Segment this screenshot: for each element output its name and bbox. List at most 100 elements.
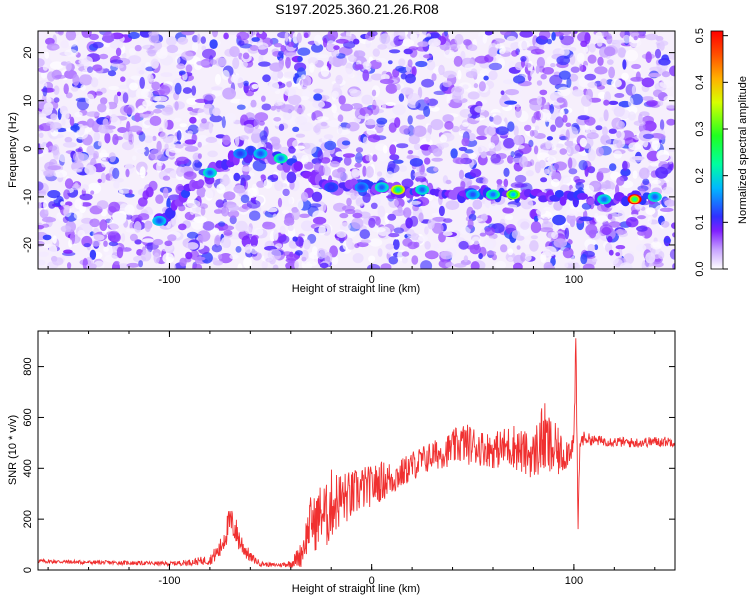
noise-blob — [598, 91, 606, 99]
noise-blob — [87, 66, 93, 73]
noise-blob — [250, 245, 259, 255]
noise-blob — [223, 229, 233, 236]
snr-y-tick-label: 800 — [22, 357, 34, 375]
noise-blob — [401, 256, 408, 264]
spectrogram-signal-track — [152, 146, 662, 226]
noise-blob — [488, 142, 496, 149]
snr-y-tick-label: 600 — [22, 408, 34, 426]
noise-blob — [636, 225, 648, 232]
noise-blob — [169, 148, 182, 153]
noise-blob — [570, 66, 580, 73]
noise-blob — [163, 119, 168, 129]
noise-blob — [320, 157, 331, 164]
noise-blob — [375, 216, 381, 226]
noise-blob — [201, 251, 213, 264]
spectrogram-y-tick-label: 20 — [22, 47, 34, 59]
noise-blob — [121, 141, 135, 151]
noise-blob — [161, 108, 174, 116]
noise-blob — [94, 91, 103, 96]
noise-blob — [606, 33, 613, 45]
noise-blob — [420, 31, 427, 36]
noise-blob — [623, 253, 634, 265]
noise-blob — [239, 135, 249, 141]
noise-blob — [610, 255, 619, 265]
noise-blob — [352, 212, 363, 219]
noise-blob — [273, 43, 283, 48]
noise-blob — [474, 55, 489, 64]
noise-blob — [434, 243, 439, 250]
noise-blob — [48, 244, 58, 256]
noise-blob — [612, 137, 626, 149]
noise-blob — [61, 118, 66, 126]
snr-series-line — [38, 338, 675, 569]
noise-blob — [251, 31, 256, 36]
noise-blob — [540, 73, 547, 80]
noise-blob — [536, 95, 543, 106]
noise-blob — [410, 169, 416, 181]
noise-blob — [559, 48, 570, 56]
noise-blob — [380, 263, 392, 269]
noise-blob — [336, 127, 351, 135]
noise-blob — [54, 74, 67, 79]
noise-blob — [108, 152, 117, 163]
noise-blob — [242, 52, 250, 60]
noise-blob — [628, 142, 641, 151]
noise-blob — [71, 86, 79, 92]
noise-blob — [488, 46, 498, 58]
noise-blob — [177, 185, 186, 191]
noise-blob — [47, 165, 62, 171]
noise-blob — [568, 168, 578, 175]
noise-blob — [652, 179, 661, 185]
noise-blob — [222, 134, 231, 146]
noise-blob — [197, 230, 211, 242]
noise-blob — [663, 238, 672, 243]
noise-blob — [41, 107, 53, 116]
noise-blob — [424, 250, 439, 260]
noise-blob — [367, 263, 381, 269]
noise-blob — [283, 87, 297, 97]
noise-blob — [662, 186, 674, 194]
noise-blob — [482, 177, 489, 185]
noise-blob — [313, 88, 324, 94]
noise-blob — [553, 238, 568, 248]
noise-blob — [261, 103, 272, 111]
noise-blob — [90, 190, 95, 195]
noise-blob — [475, 177, 485, 184]
noise-blob — [187, 130, 193, 135]
noise-blob — [72, 151, 85, 163]
noise-blob — [333, 111, 340, 119]
noise-blob — [557, 86, 571, 97]
track-peak — [511, 192, 516, 197]
noise-blob — [104, 132, 111, 144]
noise-blob — [139, 166, 146, 179]
noise-blob — [138, 131, 146, 142]
noise-blob — [604, 46, 616, 57]
noise-blob — [389, 154, 400, 161]
snr-x-label: Height of straight line (km) — [292, 583, 420, 595]
noise-blob — [656, 149, 670, 162]
noise-blob — [80, 202, 92, 207]
noise-blob — [272, 264, 279, 269]
noise-blob — [251, 131, 262, 144]
noise-blob — [462, 122, 469, 127]
noise-blob — [418, 235, 429, 242]
noise-blob — [197, 141, 202, 148]
noise-blob — [113, 94, 119, 105]
noise-blob — [100, 87, 107, 94]
spectrogram-x-tick-label: 100 — [565, 274, 583, 286]
noise-blob — [562, 247, 574, 259]
noise-blob — [149, 148, 162, 161]
noise-blob — [663, 95, 675, 103]
noise-blob — [196, 186, 207, 198]
noise-blob — [431, 73, 437, 82]
noise-blob — [431, 222, 444, 234]
noise-blob — [81, 31, 92, 38]
noise-blob — [280, 45, 286, 53]
noise-blob — [513, 262, 523, 269]
noise-blob — [451, 85, 465, 97]
noise-blob — [510, 50, 519, 57]
noise-blob — [138, 70, 145, 75]
noise-blob — [70, 125, 80, 132]
noise-blob — [329, 160, 340, 168]
noise-blob — [397, 205, 403, 214]
